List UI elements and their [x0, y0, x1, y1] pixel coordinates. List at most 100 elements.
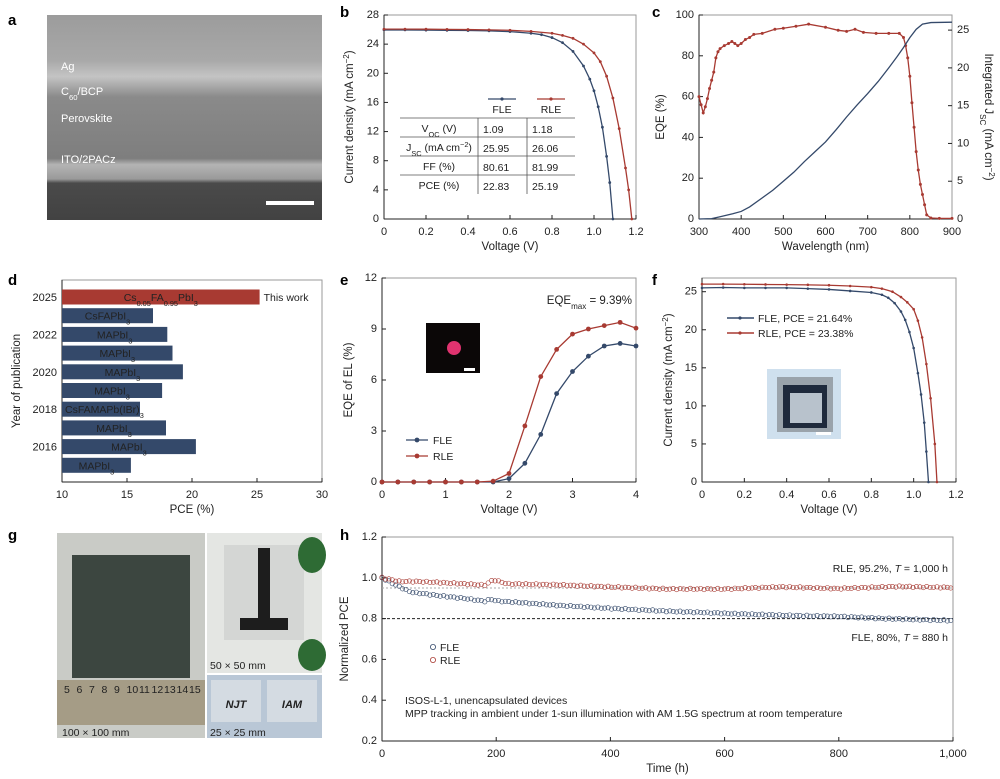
data-point-RLE	[708, 586, 714, 592]
data-point-FLE	[626, 607, 632, 613]
y-tick-label: 80	[682, 50, 694, 62]
series-line-FLE	[384, 29, 614, 220]
data-point-FLE	[543, 602, 549, 608]
text-segment: MAPbI	[79, 460, 111, 472]
data-point	[937, 216, 941, 220]
data-point-FLE	[698, 610, 704, 616]
data-point-FLE	[516, 600, 522, 606]
data-point-RLE	[530, 582, 536, 588]
data-point	[914, 150, 918, 154]
data-point-RLE	[454, 581, 460, 587]
bar-label: MAPbI3	[105, 367, 141, 383]
data-point	[582, 42, 585, 46]
data-point-FLE	[574, 604, 580, 610]
table-cell: 26.06	[532, 143, 558, 155]
data-point-FLE	[533, 601, 539, 607]
bar-label: MAPbI3	[94, 386, 130, 402]
data-point	[395, 479, 401, 485]
y-axis-label: Current density (mA cm−2)	[661, 313, 676, 446]
data-point-FLE	[715, 610, 721, 616]
y-tick-label: 0	[691, 476, 697, 488]
data-point-FLE	[948, 617, 954, 623]
legend-marker	[738, 331, 742, 335]
panel-label-a: a	[8, 12, 17, 29]
data-point-RLE	[687, 585, 693, 591]
data-point-RLE	[896, 583, 902, 589]
text-segment: Year of publication	[11, 334, 23, 428]
data-point-FLE	[842, 613, 848, 619]
data-point-FLE	[889, 616, 895, 622]
data-point-RLE	[502, 581, 508, 587]
data-point	[571, 36, 575, 40]
data-point	[697, 95, 701, 99]
data-point	[891, 290, 894, 294]
data-point-RLE	[694, 586, 700, 592]
data-point-FLE	[746, 612, 752, 618]
data-point-FLE	[465, 596, 471, 602]
table-cell: 25.19	[532, 181, 558, 193]
x-tick-label: 0	[699, 489, 705, 501]
text-segment: Wavelength (nm)	[782, 241, 869, 253]
data-point-RLE	[756, 585, 762, 591]
bar-label: MAPbI3	[111, 442, 147, 458]
data-point	[902, 35, 906, 39]
ruler-number: 8	[102, 684, 108, 696]
data-point	[601, 343, 607, 349]
data-point-FLE	[458, 595, 464, 601]
data-point	[582, 64, 585, 68]
data-point-RLE	[386, 576, 392, 582]
data-point-RLE	[633, 584, 639, 590]
data-point-FLE	[924, 616, 930, 622]
ruler-number: 12	[152, 684, 164, 696]
data-point-FLE	[615, 606, 621, 612]
y-tick-label: 20	[367, 67, 379, 79]
text-segment: 3	[128, 429, 132, 438]
data-point-RLE	[838, 586, 844, 592]
text-segment: EQE of EL (%)	[343, 342, 355, 417]
data-point-FLE	[917, 617, 923, 623]
data-point-RLE	[519, 582, 525, 588]
data-point-RLE	[420, 579, 426, 585]
data-point-FLE	[821, 613, 827, 619]
data-point-RLE	[478, 581, 484, 587]
data-point	[781, 26, 785, 30]
x-tick-label: 700	[858, 226, 876, 238]
data-point-FLE	[818, 614, 824, 620]
x-tick-label: 800	[830, 748, 848, 760]
data-point-FLE	[742, 611, 748, 617]
data-point-RLE	[406, 578, 412, 584]
bar-label: CsFAPbI3	[85, 311, 131, 327]
x-tick-label: 800	[901, 226, 919, 238]
rle-annotation: RLE, 95.2%, T = 1,000 h	[833, 563, 948, 575]
text-segment: MAPbI	[96, 423, 128, 435]
size-label: 100 × 100 mm	[62, 727, 130, 739]
data-point-FLE	[448, 594, 454, 600]
data-point-FLE	[896, 616, 902, 622]
data-point	[617, 319, 623, 325]
data-point	[506, 476, 512, 481]
text-segment: PCE (%)	[170, 504, 215, 516]
data-point-FLE	[728, 611, 734, 617]
data-point-RLE	[609, 584, 615, 590]
data-point	[807, 22, 811, 26]
data-point-RLE	[495, 578, 501, 584]
data-point-RLE	[413, 578, 419, 584]
table-row-label: PCE (%)	[419, 180, 460, 192]
data-point-RLE	[591, 584, 597, 590]
data-point	[611, 96, 615, 100]
data-point	[522, 460, 528, 466]
data-point-FLE	[811, 613, 817, 619]
text-segment: Integrated	[982, 53, 994, 108]
data-point	[722, 44, 726, 48]
text-segment: FLE, 80%,	[851, 632, 903, 644]
y-tick-label: 20	[682, 172, 694, 184]
legend-marker	[414, 453, 420, 459]
data-point-RLE	[742, 585, 748, 591]
data-point-RLE	[910, 584, 916, 590]
y-tick-label: 100	[676, 9, 694, 21]
data-point-RLE	[783, 585, 789, 591]
data-point	[529, 29, 533, 33]
text-segment: Ag	[61, 61, 74, 73]
data-point-FLE	[797, 613, 803, 619]
bar	[62, 457, 131, 473]
